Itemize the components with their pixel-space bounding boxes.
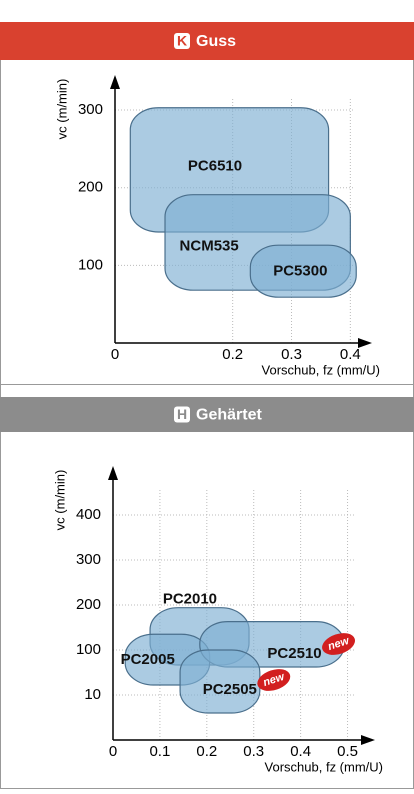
x-axis-arrow [358,338,372,348]
region-label: PC2510 [267,645,321,662]
header-icon-box [174,33,190,49]
header-icon: K [177,33,187,49]
y-tick-label: 100 [78,256,103,273]
header-title: Gehärtet [196,407,262,424]
y-axis-label: vc (m/min) [54,79,69,140]
y-tick-label: 100 [76,641,101,658]
x-tick-label: 0.1 [149,743,170,760]
x-tick-label: 0 [109,743,117,760]
region-label: PC2005 [121,651,175,668]
new-badge [322,633,355,655]
header-icon: H [177,406,187,422]
y-tick-label: 300 [76,551,101,568]
header-bar [0,397,414,432]
y-tick-label: 10 [84,686,101,703]
x-tick-label: 0.2 [222,346,243,363]
x-tick-label: 0.3 [281,346,302,363]
x-axis-arrow [361,735,375,745]
x-tick-label: 0.5 [337,743,358,760]
y-tick-label: 400 [76,506,101,523]
region-label: NCM535 [180,238,239,255]
region-label: PC2505 [203,681,257,698]
x-tick-label: 0.3 [243,743,264,760]
y-tick-label: 200 [78,179,103,196]
x-tick-label: 0.4 [340,346,361,363]
header-title: Guss [196,33,236,50]
header-bar [0,22,414,60]
y-tick-label: 300 [78,101,103,118]
y-axis-arrow [110,75,120,89]
region-label: PC5300 [273,263,327,280]
y-axis-arrow [108,466,118,480]
y-axis-label: vc (m/min) [52,470,67,531]
x-tick-label: 0.2 [196,743,217,760]
header-icon-box [174,406,190,423]
x-tick-label: 0 [111,346,119,363]
region-label: PC6510 [188,158,242,175]
region-label: PC2010 [163,591,217,608]
region [249,244,357,298]
x-tick-label: 0.4 [290,743,311,760]
y-tick-label: 200 [76,596,101,613]
new-badge [257,669,291,691]
x-axis-label: Vorschub, fz (mm/U) [265,759,383,774]
x-axis-label: Vorschub, fz (mm/U) [262,362,380,377]
